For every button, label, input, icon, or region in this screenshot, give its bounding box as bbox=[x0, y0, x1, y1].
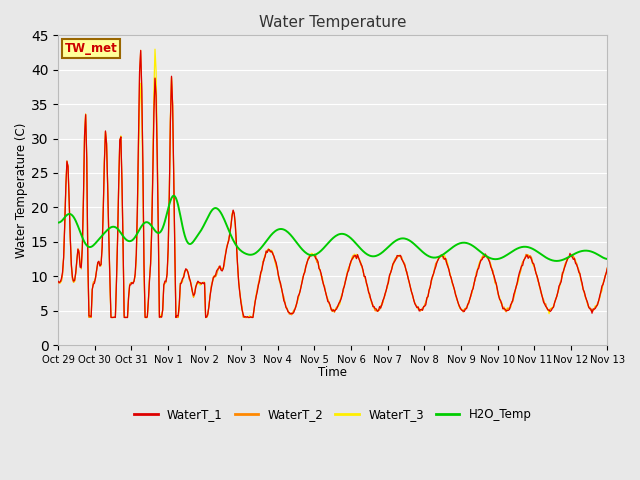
Title: Water Temperature: Water Temperature bbox=[259, 15, 406, 30]
X-axis label: Time: Time bbox=[318, 366, 348, 379]
Y-axis label: Water Temperature (C): Water Temperature (C) bbox=[15, 122, 28, 258]
Text: TW_met: TW_met bbox=[65, 42, 118, 55]
Legend: WaterT_1, WaterT_2, WaterT_3, H2O_Temp: WaterT_1, WaterT_2, WaterT_3, H2O_Temp bbox=[129, 404, 536, 426]
